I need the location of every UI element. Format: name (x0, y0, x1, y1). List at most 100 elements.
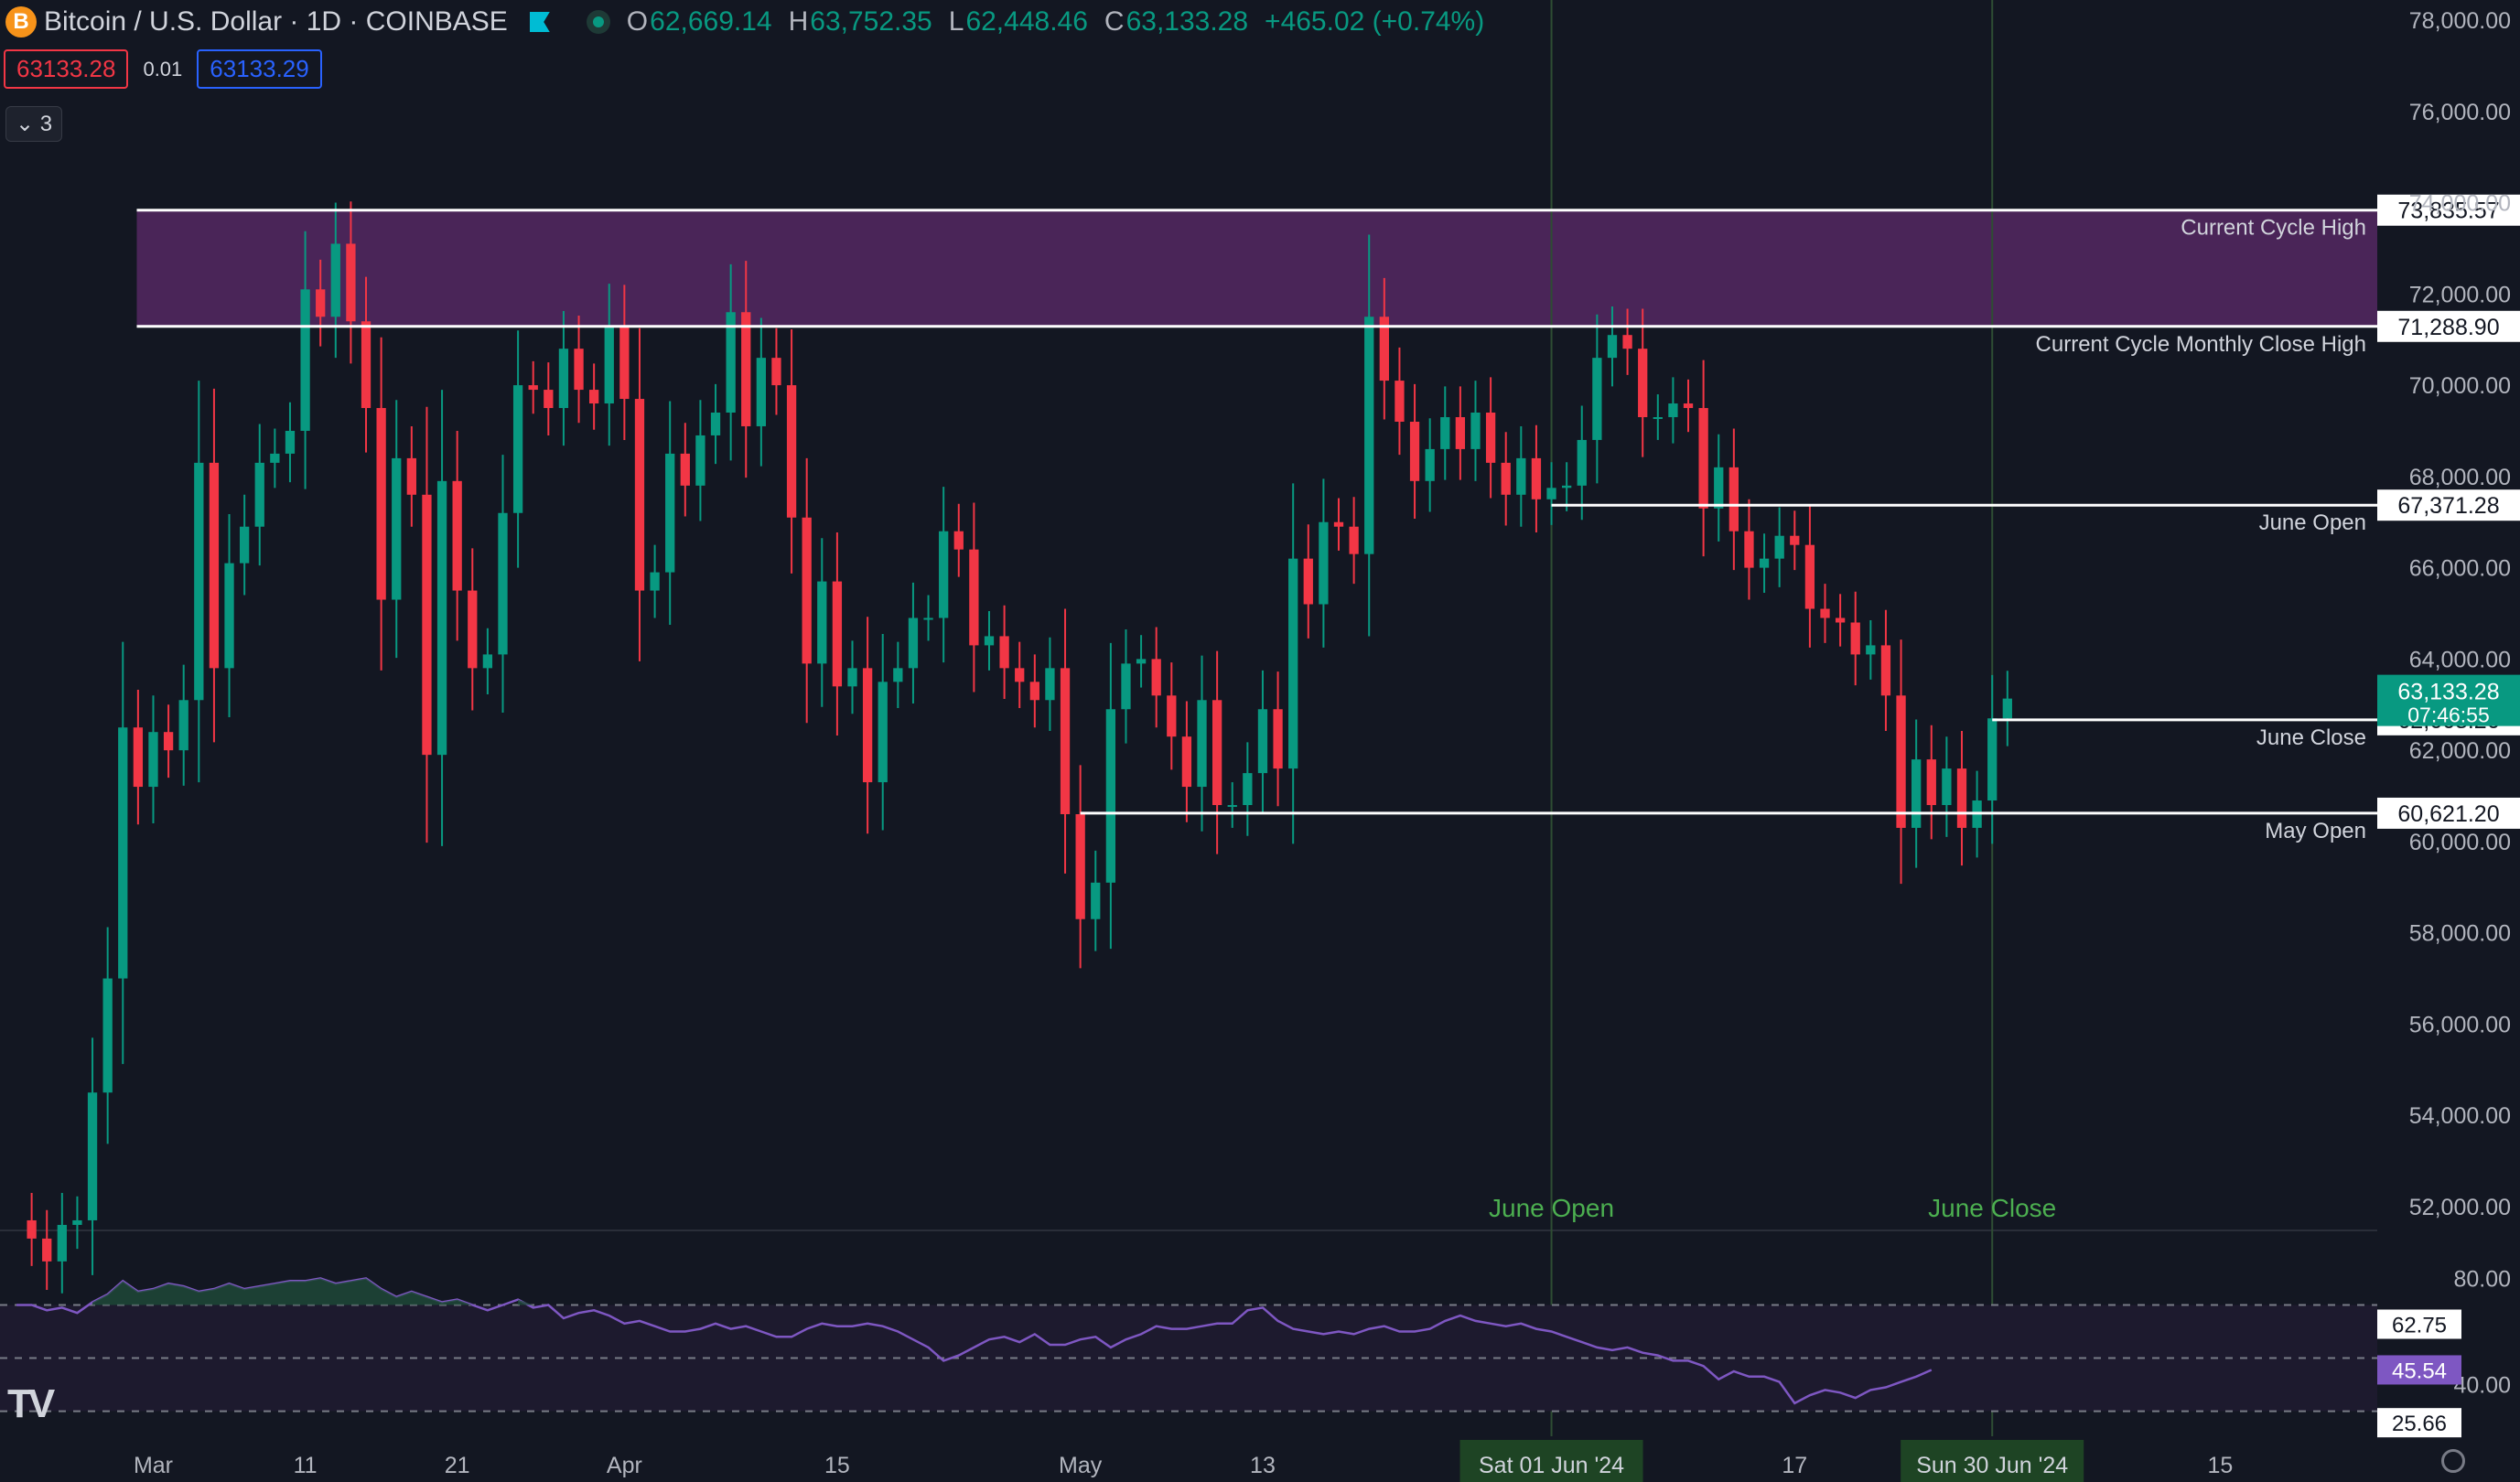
candle-body-118 (1804, 544, 1815, 609)
candle-body-87 (1333, 521, 1344, 527)
candle-body-62 (953, 531, 964, 550)
candle-body-28 (436, 480, 447, 756)
candle-body-16 (254, 462, 264, 527)
y-tick-11: 56,000.00 (2409, 1012, 2511, 1037)
candle-body-48 (741, 312, 751, 426)
candle-body-22 (346, 243, 356, 322)
candle-body-110 (1683, 403, 1694, 409)
chart-header: B Bitcoin / U.S. Dollar · 1D · COINBASE … (5, 4, 1484, 40)
candle-body-60 (923, 618, 933, 620)
candle-body-21 (330, 243, 340, 317)
candle-body-80 (1227, 805, 1237, 808)
candle-body-36 (558, 349, 569, 409)
gear-icon[interactable] (2441, 1449, 2465, 1473)
candle-body-55 (847, 668, 857, 687)
candle-body-68 (1045, 668, 1055, 701)
candle-body-124 (1896, 695, 1906, 828)
open-key: O (626, 6, 649, 37)
candle-body-90 (1379, 317, 1389, 381)
candle-body-30 (468, 590, 478, 669)
candle-body-71 (1091, 882, 1101, 919)
candle-body-92 (1409, 421, 1420, 481)
candle-body-98 (1501, 462, 1511, 495)
candle-body-95 (1455, 416, 1466, 449)
level-label-3: June Close (2256, 725, 2366, 750)
candle-body-106 (1622, 335, 1632, 349)
low-key: L (948, 6, 964, 37)
rsi-ma-box-value: 62.75 (2392, 1314, 2447, 1338)
candle-body-5 (87, 1092, 98, 1220)
candle-body-45 (695, 435, 705, 486)
candle-body-128 (1956, 768, 1967, 828)
candle-body-66 (1015, 668, 1025, 682)
candle-body-23 (361, 321, 372, 409)
chevron-down-icon: ⌄ (16, 112, 35, 136)
event-label-0: June Open (1489, 1194, 1614, 1222)
candle-body-83 (1273, 709, 1283, 769)
close-value: 63,133.28 (1125, 6, 1249, 37)
candle-body-49 (756, 358, 767, 426)
tradingview-logo-icon: TV (7, 1381, 55, 1426)
y-tick-5: 68,000.00 (2409, 465, 2511, 490)
x-tick-7: 17 (1782, 1453, 1807, 1478)
open-value: 62,669.14 (650, 6, 772, 37)
candle-body-72 (1105, 709, 1116, 883)
symbol-title[interactable]: Bitcoin / U.S. Dollar · 1D · COINBASE (44, 6, 508, 37)
candle-body-102 (1561, 485, 1572, 489)
last-price-value: 63,133.28 (2397, 680, 2499, 705)
last-price-box (2377, 674, 2520, 726)
buy-button[interactable]: 63133.29 (197, 49, 322, 89)
candle-body-121 (1850, 622, 1860, 655)
x-tick-3: Apr (607, 1453, 642, 1478)
candle-body-41 (634, 399, 645, 591)
indicators-toggle-button[interactable]: ⌄ 3 (5, 106, 63, 142)
candle-body-14 (224, 563, 234, 669)
y-tick-3: 72,000.00 (2409, 282, 2511, 307)
candle-body-78 (1197, 700, 1207, 788)
y-tick-6: 66,000.00 (2409, 556, 2511, 582)
x-tick-5: May (1059, 1453, 1103, 1478)
candle-body-88 (1349, 526, 1359, 554)
y-tick-8: 62,000.00 (2409, 738, 2511, 764)
y-tick-1: 76,000.00 (2409, 100, 2511, 125)
high-key: H (788, 6, 809, 37)
candle-body-11 (178, 700, 188, 751)
candle-body-75 (1151, 659, 1161, 696)
event-axis-box-1 (1901, 1440, 2084, 1482)
candle-body-86 (1319, 521, 1329, 605)
candle-body-57 (878, 682, 888, 783)
x-tick-0: Mar (134, 1453, 173, 1478)
candle-body-44 (680, 453, 690, 486)
candle-body-105 (1607, 335, 1618, 359)
sell-button[interactable]: 63133.28 (4, 49, 129, 89)
rsi-ma-box (2377, 1309, 2461, 1339)
level-price-0: 73,835.57 (2397, 199, 2499, 224)
candle-body-35 (544, 390, 554, 409)
candle-body-18 (285, 430, 296, 454)
candle-body-19 (300, 289, 310, 431)
candle-body-64 (984, 636, 995, 646)
candle-body-3 (57, 1224, 67, 1262)
candle-body-40 (619, 326, 630, 400)
candle-body-51 (786, 385, 797, 518)
candle-body-127 (1942, 768, 1952, 806)
x-tick-4: 15 (824, 1453, 850, 1478)
candle-body-108 (1653, 416, 1663, 419)
candle-body-116 (1774, 535, 1784, 559)
level-price-box-4 (2377, 797, 2520, 829)
spread-value: 0.01 (143, 57, 183, 81)
candle-body-100 (1531, 457, 1542, 499)
candle-body-13 (209, 462, 220, 669)
candle-body-99 (1516, 457, 1526, 495)
candle-body-39 (604, 326, 614, 404)
candle-body-96 (1470, 413, 1481, 449)
candle-body-122 (1866, 645, 1876, 655)
candle-body-17 (270, 453, 280, 463)
flag-icon[interactable] (529, 12, 550, 32)
candle-body-34 (528, 385, 538, 391)
candle-body-24 (376, 408, 386, 600)
last-price-countdown: 07:46:55 (2407, 703, 2490, 727)
cycle-high-zone (136, 209, 2378, 327)
level-price-box-0 (2377, 194, 2520, 226)
